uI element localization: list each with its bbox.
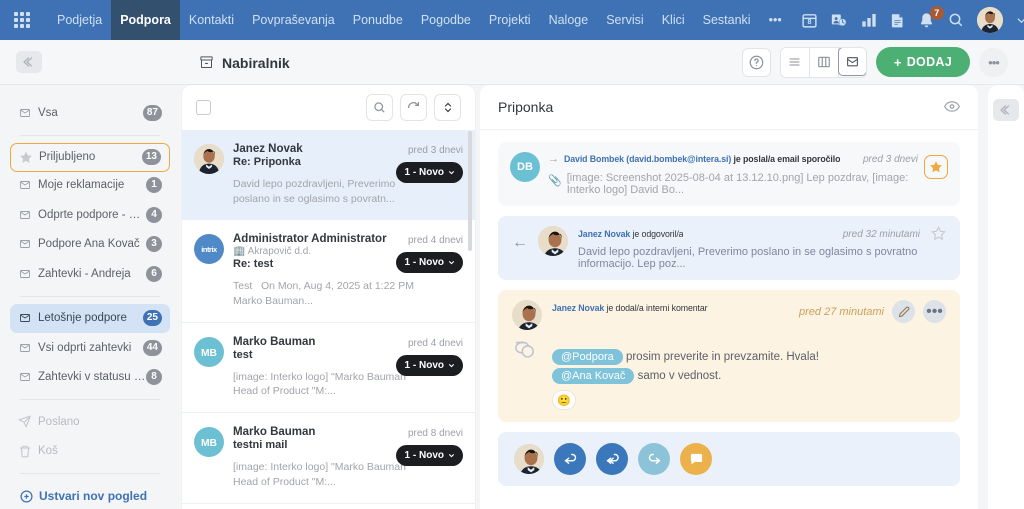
svg-text:MB: MB bbox=[201, 438, 217, 449]
svg-text:MB: MB bbox=[201, 348, 217, 359]
svg-text:8: 8 bbox=[807, 18, 811, 26]
svg-text:intrix: intrix bbox=[201, 245, 218, 254]
